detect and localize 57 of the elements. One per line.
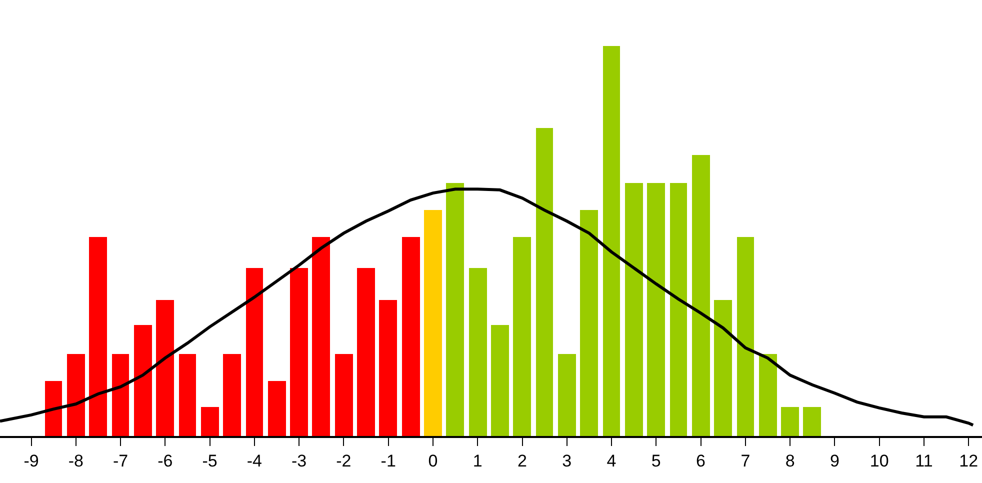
bar <box>625 183 643 436</box>
x-tick-label: 6 <box>696 451 706 470</box>
bar <box>424 210 442 436</box>
x-tick-label: -9 <box>24 451 39 470</box>
bar <box>580 210 598 436</box>
x-tick-label: 7 <box>740 451 750 470</box>
bar <box>112 354 129 436</box>
bar <box>737 237 754 436</box>
bar <box>246 268 263 436</box>
bar <box>692 155 710 436</box>
x-tick-label: 11 <box>915 451 933 470</box>
bar <box>513 237 531 436</box>
bar <box>491 325 509 436</box>
bar <box>134 325 152 436</box>
x-tick-label: 0 <box>428 451 438 470</box>
x-tick-label: 9 <box>830 451 840 470</box>
x-tick-label: -3 <box>291 451 307 470</box>
bar <box>67 354 85 436</box>
bar <box>290 268 308 436</box>
bar <box>312 237 330 436</box>
x-tick-label: -4 <box>246 451 262 470</box>
x-tick-label: 1 <box>472 451 482 470</box>
bar <box>45 381 62 436</box>
bar <box>603 46 620 436</box>
bar <box>759 354 777 436</box>
x-tick-label: 12 <box>959 451 978 470</box>
bar <box>268 381 286 436</box>
bar <box>446 183 464 436</box>
bar <box>379 300 397 436</box>
bar <box>803 407 821 436</box>
bar <box>179 354 196 436</box>
bar <box>781 407 799 436</box>
x-tick-label: -2 <box>336 451 352 470</box>
bar <box>156 300 174 436</box>
bar <box>223 354 241 436</box>
bar <box>536 128 553 436</box>
x-tick-label: 4 <box>606 451 616 470</box>
bar <box>558 354 576 436</box>
bar <box>714 300 732 436</box>
x-tick-label: 2 <box>518 451 527 470</box>
x-tick-label: -7 <box>112 451 128 470</box>
bar <box>201 407 219 436</box>
x-tick-label: -6 <box>158 451 173 470</box>
x-tick-label: -1 <box>380 451 396 470</box>
bar <box>402 237 420 436</box>
bar <box>335 354 353 436</box>
x-tick-label: -5 <box>202 451 218 470</box>
bar <box>670 183 687 436</box>
bar <box>469 268 487 436</box>
x-tick-label: 8 <box>785 451 795 470</box>
x-tick-label: 3 <box>562 451 572 470</box>
x-tick-label: 10 <box>870 451 889 470</box>
bar <box>647 183 665 436</box>
bar <box>357 268 375 436</box>
bar <box>89 237 107 436</box>
x-tick-label: 5 <box>651 451 661 470</box>
x-tick-label: -8 <box>68 451 84 470</box>
